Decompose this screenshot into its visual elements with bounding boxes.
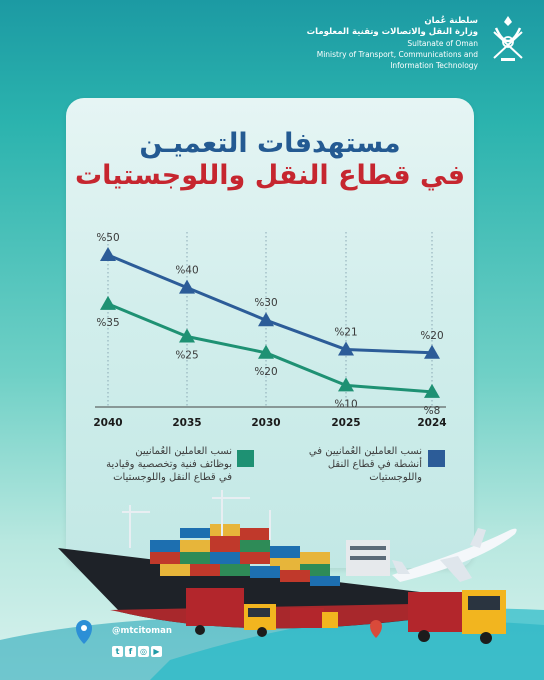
data-label-green-2030: %20 (254, 366, 277, 378)
legend-swatch-blue (428, 450, 445, 467)
ministry-name: سلطنة عُمان وزارة النقل والاتصالات وتقني… (248, 16, 478, 71)
truck-small (290, 608, 338, 628)
series-line-green (107, 302, 433, 394)
social-handle[interactable]: @mtcitoman (112, 626, 172, 636)
x-tick-label-2035: 2035 (172, 417, 201, 429)
port-cranes (122, 490, 271, 548)
data-label-blue-2040: %50 (96, 232, 119, 244)
marker-blue-2025 (338, 341, 354, 356)
data-label-green-2035: %25 (175, 350, 198, 362)
data-label-blue-2030: %30 (254, 297, 277, 309)
location-pin-icon (76, 620, 92, 644)
chart-card (66, 98, 474, 568)
data-labels: %50 %40 %30 %21 %20 %35 %25 %20 %10 %8 (96, 232, 443, 417)
marker-blue-2030 (258, 312, 274, 327)
ministry-name-en-3: Information Technology (390, 61, 478, 70)
oman-emblem-icon (493, 16, 523, 61)
airplane-icon (392, 528, 517, 582)
x-tick-label-2024: 2024 (417, 417, 446, 429)
marker-green-2030 (258, 344, 274, 359)
legend-swatch-green (237, 450, 254, 467)
twitter-icon[interactable]: t (112, 646, 123, 657)
x-tick-label-2030: 2030 (251, 417, 280, 429)
port-scene-illustration (0, 490, 544, 680)
ministry-name-en-1: Sultanate of Oman (407, 39, 478, 48)
instagram-icon[interactable]: ◎ (138, 646, 149, 657)
data-label-green-2025: %10 (334, 398, 357, 410)
marker-blue-2035 (179, 279, 195, 294)
chart-title-line1: مستهدفات التعميـن (139, 128, 401, 159)
data-label-green-2040: %35 (96, 317, 119, 329)
container-stacks (150, 524, 340, 586)
legend-label-blue: نسب العاملين العُمانيين في أنشطة في قطاع… (308, 446, 422, 483)
marker-green-2040 (100, 295, 116, 310)
truck-right (408, 590, 506, 644)
legend-label-green: نسب العاملين العُمانيين بوظائف فنية وتخص… (106, 446, 232, 483)
x-tick-label-2040: 2040 (93, 417, 122, 429)
youtube-icon[interactable]: ▶ (151, 646, 162, 657)
data-label-blue-2024: %20 (420, 330, 443, 342)
x-tick-label-2025: 2025 (331, 417, 360, 429)
ministry-name-ar-1: سلطنة عُمان (424, 16, 478, 26)
ministry-name-ar-2: وزارة النقل والاتصالات وتقنية المعلومات (306, 27, 478, 37)
data-label-blue-2025: %21 (334, 327, 357, 339)
data-label-blue-2035: %40 (175, 265, 198, 277)
facebook-icon[interactable]: f (125, 646, 136, 657)
data-label-green-2024: %8 (424, 405, 441, 417)
truck-left (186, 588, 276, 637)
vertical-guides (107, 232, 433, 407)
marker-green-2025 (338, 377, 354, 392)
marker-blue-2040 (100, 247, 116, 261)
location-pin-icon-2 (370, 620, 382, 638)
series-markers (100, 247, 440, 398)
ministry-name-en-2: Ministry of Transport, Communications an… (316, 50, 478, 59)
marker-green-2035 (179, 328, 195, 343)
marker-blue-2024 (424, 344, 440, 359)
chart-title-line2: في قطاع النقل واللوجستيات (74, 160, 466, 191)
x-tick-labels: 2040 2035 2030 2025 2024 (93, 417, 446, 429)
marker-green-2024 (424, 383, 440, 398)
